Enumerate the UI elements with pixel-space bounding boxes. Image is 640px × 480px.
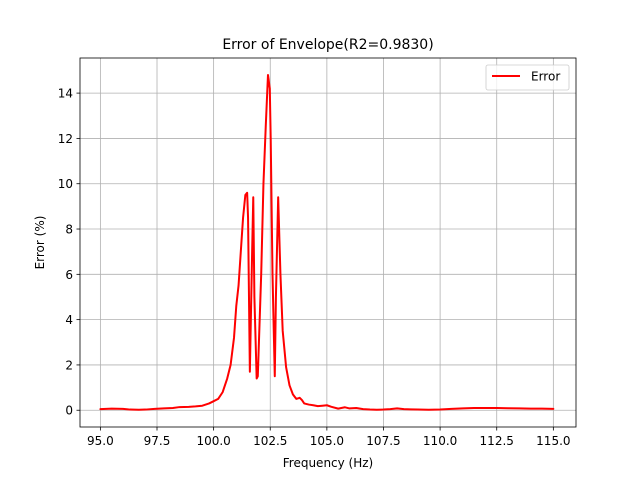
x-tick-label: 112.5	[480, 434, 514, 448]
grid-lines	[80, 58, 576, 427]
y-tick-label: 4	[65, 313, 73, 327]
legend: Error	[485, 64, 570, 91]
series-lines	[99, 73, 555, 411]
x-tick-label: 102.5	[253, 434, 287, 448]
y-tick-label: 6	[65, 268, 73, 282]
y-tick-label: 0	[65, 404, 73, 418]
x-tick-label: 107.5	[366, 434, 400, 448]
plot-frame	[79, 57, 577, 428]
x-tick-label: 110.0	[423, 434, 457, 448]
y-tick-label: 10	[58, 177, 73, 191]
x-tick-label: 97.5	[144, 434, 171, 448]
y-tick-label: 2	[65, 358, 73, 372]
x-tick-label: 115.0	[536, 434, 570, 448]
chart-title: Error of Envelope(R2=0.9830)	[222, 37, 433, 53]
y-axis-ticks: 0 2 4 6 8 10 12 14	[58, 87, 80, 418]
x-tick-label: 95.0	[87, 434, 114, 448]
y-tick-label: 8	[65, 223, 73, 237]
y-tick-label: 14	[58, 87, 73, 101]
x-axis-label: Frequency (Hz)	[283, 456, 374, 470]
series-line-error	[99, 73, 555, 411]
x-axis-ticks: 95.0 97.5 100.0 102.5 105.0 107.5 110.0 112.5 11…	[87, 427, 571, 448]
legend-label-error: Error	[531, 70, 560, 84]
y-tick-label: 12	[58, 132, 73, 146]
x-tick-label: 100.0	[196, 434, 230, 448]
legend-box	[485, 64, 570, 91]
y-axis-label: Error (%)	[33, 216, 47, 270]
x-tick-label: 105.0	[310, 434, 344, 448]
